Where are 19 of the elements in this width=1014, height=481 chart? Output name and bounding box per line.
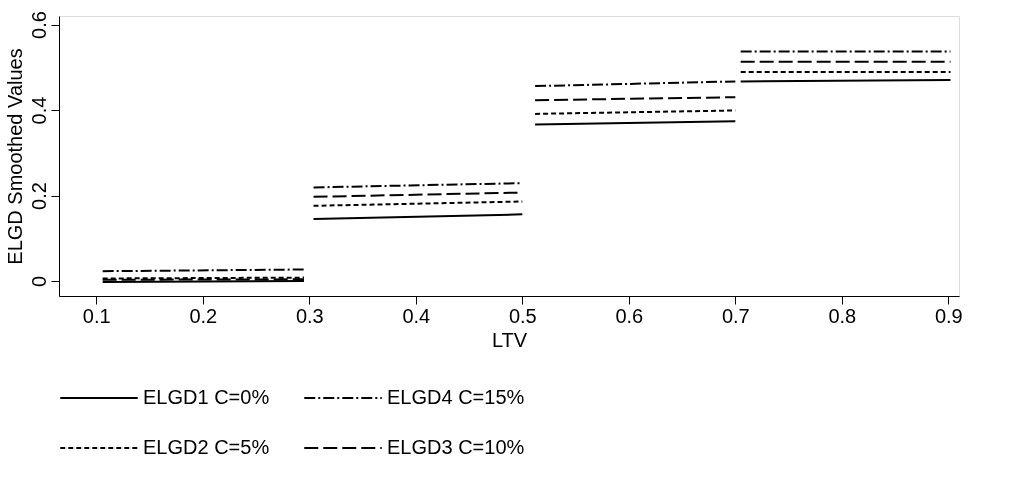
y-tick-label: 0.4: [27, 96, 50, 125]
y-tick-label: 0: [27, 275, 50, 288]
x-tick-label: 0.1: [82, 304, 111, 327]
x-tick-label: 0.4: [402, 304, 431, 327]
x-tick-label: 0.7: [721, 304, 750, 327]
x-tick-label: 0.8: [828, 304, 857, 327]
x-tick-label: 0.9: [934, 304, 963, 327]
x-tick-label: 0.3: [295, 304, 324, 327]
y-tick-label: 0.2: [27, 182, 50, 210]
x-tick-label: 0.6: [615, 304, 644, 327]
x-tick-label: 0.2: [189, 304, 218, 327]
legend-label: ELGD3 C=10%: [387, 436, 525, 458]
y-axis-title: ELGD Smoothed Values: [3, 48, 26, 265]
x-axis-title: LTV: [491, 328, 528, 351]
x-tick-label: 0.5: [508, 304, 537, 327]
legend-label: ELGD2 C=5%: [143, 436, 270, 458]
y-tick-label: 0.6: [27, 11, 50, 39]
legend-label: ELGD1 C=0%: [143, 386, 270, 408]
legend-label: ELGD4 C=15%: [387, 386, 525, 408]
